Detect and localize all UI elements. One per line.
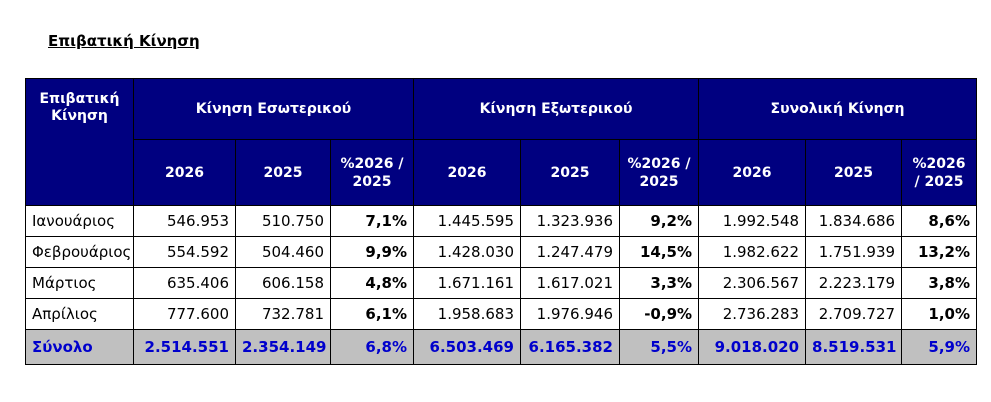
total-percent-cell: 5,9% — [901, 329, 978, 365]
value-cell: 1.976.946 — [520, 298, 620, 330]
percent-change-cell: 3,3% — [618, 267, 700, 299]
total-label: Σύνολο — [25, 329, 134, 365]
value-cell: 2.306.567 — [698, 267, 807, 299]
total-percent-cell: 5,5% — [618, 329, 700, 365]
value-cell: 504.460 — [235, 236, 331, 268]
percent-change-cell: 6,1% — [330, 298, 414, 330]
subheader-international-2025: 2025 — [520, 139, 620, 206]
percent-change-cell: 3,8% — [901, 267, 978, 299]
total-value-cell: 2.514.551 — [133, 329, 236, 365]
value-cell: 1.671.161 — [413, 267, 521, 299]
value-cell: 2.736.283 — [698, 298, 807, 330]
group-header-international: Κίνηση Εξωτερικού — [412, 78, 700, 140]
value-cell: 1.992.548 — [698, 205, 807, 237]
value-cell: 1.323.936 — [520, 205, 620, 237]
subheader-international-pct: %2026 / 2025 — [618, 139, 700, 206]
page-title: Επιβατική Κίνηση — [48, 32, 200, 50]
subheader-total-2026: 2026 — [698, 139, 807, 206]
passenger-traffic-table: Επιβατική Κίνηση Κίνηση Εσωτερικού Κίνησ… — [25, 78, 978, 365]
percent-change-cell: 4,8% — [330, 267, 414, 299]
value-cell: 1.834.686 — [805, 205, 903, 237]
value-cell: 1.617.021 — [520, 267, 620, 299]
corner-header: Επιβατική Κίνηση — [25, 78, 134, 206]
total-value-cell: 6.165.382 — [520, 329, 620, 365]
percent-change-cell: 7,1% — [330, 205, 414, 237]
value-cell: 1.247.479 — [520, 236, 620, 268]
value-cell: 1.751.939 — [805, 236, 903, 268]
table-row: Ιανουάριος 546.953 510.750 7,1% 1.445.595 1.3… — [25, 205, 978, 237]
value-cell: 2.223.179 — [805, 267, 903, 299]
month-cell: Ιανουάριος — [25, 205, 134, 237]
group-header-total: Συνολική Κίνηση — [698, 78, 978, 140]
value-cell: 1.982.622 — [698, 236, 807, 268]
subheader-total-2025: 2025 — [805, 139, 903, 206]
value-cell: 2.709.727 — [805, 298, 903, 330]
table-body: Ιανουάριος 546.953 510.750 7,1% 1.445.595 1.3… — [25, 205, 978, 365]
table-row: Φεβρουάριος 554.592 504.460 9,9% 1.428.030 1.… — [25, 236, 978, 268]
total-value-cell: 8.519.531 — [805, 329, 903, 365]
total-percent-cell: 6,8% — [330, 329, 414, 365]
total-value-cell: 9.018.020 — [698, 329, 807, 365]
subheader-domestic-pct: %2026 / 2025 — [330, 139, 414, 206]
table-row: Απρίλιος 777.600 732.781 6,1% 1.958.683 1.976… — [25, 298, 978, 330]
percent-change-cell: 1,0% — [901, 298, 978, 330]
value-cell: 1.428.030 — [413, 236, 521, 268]
subheader-domestic-2026: 2026 — [133, 139, 236, 206]
value-cell: 510.750 — [235, 205, 331, 237]
group-header-domestic: Κίνηση Εσωτερικού — [133, 78, 414, 140]
subheader-domestic-2025: 2025 — [235, 139, 331, 206]
total-value-cell: 6.503.469 — [413, 329, 521, 365]
value-cell: 732.781 — [235, 298, 331, 330]
group-header-row: Επιβατική Κίνηση Κίνηση Εσωτερικού Κίνησ… — [25, 78, 978, 206]
percent-change-cell: 13,2% — [901, 236, 978, 268]
value-cell: 1.958.683 — [413, 298, 521, 330]
month-cell: Φεβρουάριος — [25, 236, 134, 268]
subheader-total-pct: %2026 / 2025 — [901, 139, 978, 206]
percent-change-cell: 14,5% — [618, 236, 700, 268]
percent-change-cell: 8,6% — [901, 205, 978, 237]
value-cell: 1.445.595 — [413, 205, 521, 237]
value-cell: 546.953 — [133, 205, 236, 237]
total-row: Σύνολο 2.514.551 2.354.149 6,8% 6.503.469 6.1… — [25, 329, 978, 365]
subheader-row: 2026 2025 %2026 / 2025 2026 2025 %2026 / 2025… — [26, 139, 978, 206]
value-cell: 635.406 — [133, 267, 236, 299]
value-cell: 777.600 — [133, 298, 236, 330]
subheader-international-2026: 2026 — [413, 139, 521, 206]
percent-change-cell: 9,9% — [330, 236, 414, 268]
month-cell: Μάρτιος — [25, 267, 134, 299]
percent-change-cell: -0,9% — [618, 298, 700, 330]
table-row: Μάρτιος 635.406 606.158 4,8% 1.671.161 1.617.… — [25, 267, 978, 299]
value-cell: 554.592 — [133, 236, 236, 268]
percent-change-cell: 9,2% — [618, 205, 700, 237]
total-value-cell: 2.354.149 — [235, 329, 331, 365]
month-cell: Απρίλιος — [25, 298, 134, 330]
value-cell: 606.158 — [235, 267, 331, 299]
